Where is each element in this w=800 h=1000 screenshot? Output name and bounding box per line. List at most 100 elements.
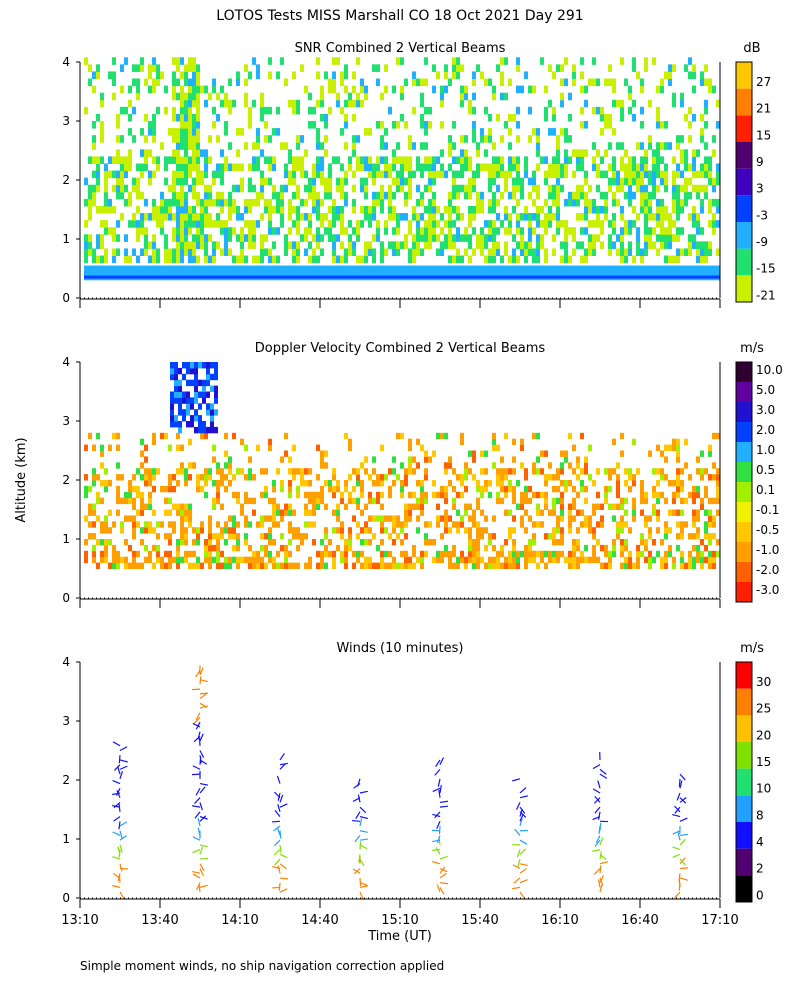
colorbar-label: -0.1 [756, 503, 779, 517]
y-tick-label: 3 [62, 414, 70, 428]
heatmap-field [84, 362, 720, 569]
colorbar-segment [736, 688, 752, 716]
colorbar-unit: m/s [740, 641, 764, 656]
colorbar-label: 15 [756, 755, 771, 769]
x-tick-label: 16:10 [541, 913, 578, 928]
figure-title: LOTOS Tests MISS Marshall CO 18 Oct 2021… [216, 8, 583, 24]
colorbar-segment [736, 482, 752, 502]
x-tick-label: 13:10 [61, 913, 98, 928]
colorbar-label: 10.0 [756, 363, 783, 377]
y-tick-label: 2 [62, 773, 70, 787]
colorbar-segment [736, 768, 752, 796]
colorbar-label: 8 [756, 808, 764, 822]
colorbar-label: 0.1 [756, 483, 775, 497]
colorbar-segment [736, 502, 752, 522]
colorbar-label: -3 [756, 208, 768, 222]
y-tick-label: 4 [62, 655, 70, 669]
colorbar-segment [736, 422, 752, 442]
colorbar-label: 4 [756, 835, 764, 849]
x-tick-label: 14:40 [301, 913, 338, 928]
colorbar-segment [736, 522, 752, 542]
y-tick-label: 0 [62, 591, 70, 605]
x-tick-label: 15:40 [461, 913, 498, 928]
y-tick-label: 1 [62, 532, 70, 546]
colorbar-segment [736, 848, 752, 876]
colorbar-label: -2.0 [756, 563, 779, 577]
y-tick-label: 4 [62, 355, 70, 369]
colorbar-segment [736, 362, 752, 382]
colorbar-label: 9 [756, 155, 764, 169]
colorbar-segment [736, 168, 752, 196]
colorbar-segment [736, 115, 752, 142]
colorbar-segment [736, 542, 752, 562]
colorbar-label: -21 [756, 288, 776, 302]
heatmap-field [84, 57, 720, 281]
y-axis-label: Altitude (km) [14, 437, 29, 522]
wind-barbs [112, 665, 689, 900]
panel-title: Winds (10 minutes) [336, 641, 463, 656]
x-axis-label: Time (UT) [367, 929, 432, 944]
colorbar-label: 0 [756, 888, 764, 902]
colorbar-segment [736, 248, 752, 276]
colorbar-label: 25 [756, 702, 771, 716]
colorbar-segment [736, 742, 752, 769]
colorbar-label: 2.0 [756, 423, 775, 437]
colorbar-segment [736, 62, 752, 89]
footnote: Simple moment winds, no ship navigation … [80, 959, 444, 973]
colorbar-label: 10 [756, 782, 771, 796]
panel-title: Doppler Velocity Combined 2 Vertical Bea… [255, 341, 546, 356]
y-tick-label: 3 [62, 714, 70, 728]
colorbar-label: 27 [756, 75, 771, 89]
colorbar-unit: m/s [740, 341, 764, 356]
y-tick-label: 2 [62, 473, 70, 487]
y-tick-label: 1 [62, 232, 70, 246]
colorbar-label: 21 [756, 102, 771, 116]
colorbar-label: -1.0 [756, 543, 779, 557]
colorbar-label: 15 [756, 128, 771, 142]
y-tick-label: 0 [62, 291, 70, 305]
colorbar-segment [736, 875, 752, 902]
colorbar-segment [736, 715, 752, 742]
winds-panel: Winds (10 minutes) 0 1 2 3 4 13:10 13:40 14:10 14… [61, 641, 771, 928]
velocity-panel: Doppler Velocity Combined 2 Vertical Bea… [62, 341, 783, 608]
colorbar-segment [736, 275, 752, 302]
colorbar-label: 20 [756, 728, 771, 742]
colorbar-label: 0.5 [756, 463, 775, 477]
colorbar-segment [736, 582, 752, 602]
colorbar-unit: dB [743, 41, 760, 56]
y-tick-label: 0 [62, 891, 70, 905]
colorbar-segment [736, 462, 752, 482]
y-tick-label: 2 [62, 173, 70, 187]
y-tick-label: 3 [62, 114, 70, 128]
colorbar-segment [736, 442, 752, 462]
colorbar-segment [736, 88, 752, 116]
colorbar-label: 30 [756, 675, 771, 689]
colorbar-segment [736, 222, 752, 249]
colorbar-segment [736, 662, 752, 689]
snr-panel: SNR Combined 2 Vertical Beams 0 1 2 3 4 dB 27 21… [62, 41, 776, 308]
colorbar-segment [736, 402, 752, 422]
y-tick-label: 4 [62, 55, 70, 69]
x-tick-label: 17:10 [701, 913, 738, 928]
colorbar-label: 3.0 [756, 403, 775, 417]
y-tick-label: 1 [62, 832, 70, 846]
colorbar-segment [736, 142, 752, 169]
colorbar-label: 1.0 [756, 443, 775, 457]
colorbar-segment [736, 195, 752, 222]
x-tick-label: 15:10 [381, 913, 418, 928]
panel-title: SNR Combined 2 Vertical Beams [295, 41, 506, 56]
colorbar-label: 2 [756, 862, 764, 876]
colorbar-label: -9 [756, 235, 768, 249]
colorbar-segment [736, 822, 752, 849]
colorbar-segment [736, 382, 752, 402]
x-tick-label: 14:10 [221, 913, 258, 928]
colorbar-label: 3 [756, 182, 764, 196]
colorbar-label: -3.0 [756, 583, 779, 597]
colorbar-label: -15 [756, 262, 776, 276]
colorbar-segment [736, 562, 752, 582]
colorbar-segment [736, 795, 752, 822]
colorbar-label: 5.0 [756, 383, 775, 397]
colorbar-label: -0.5 [756, 523, 779, 537]
x-tick-label: 16:40 [621, 913, 658, 928]
